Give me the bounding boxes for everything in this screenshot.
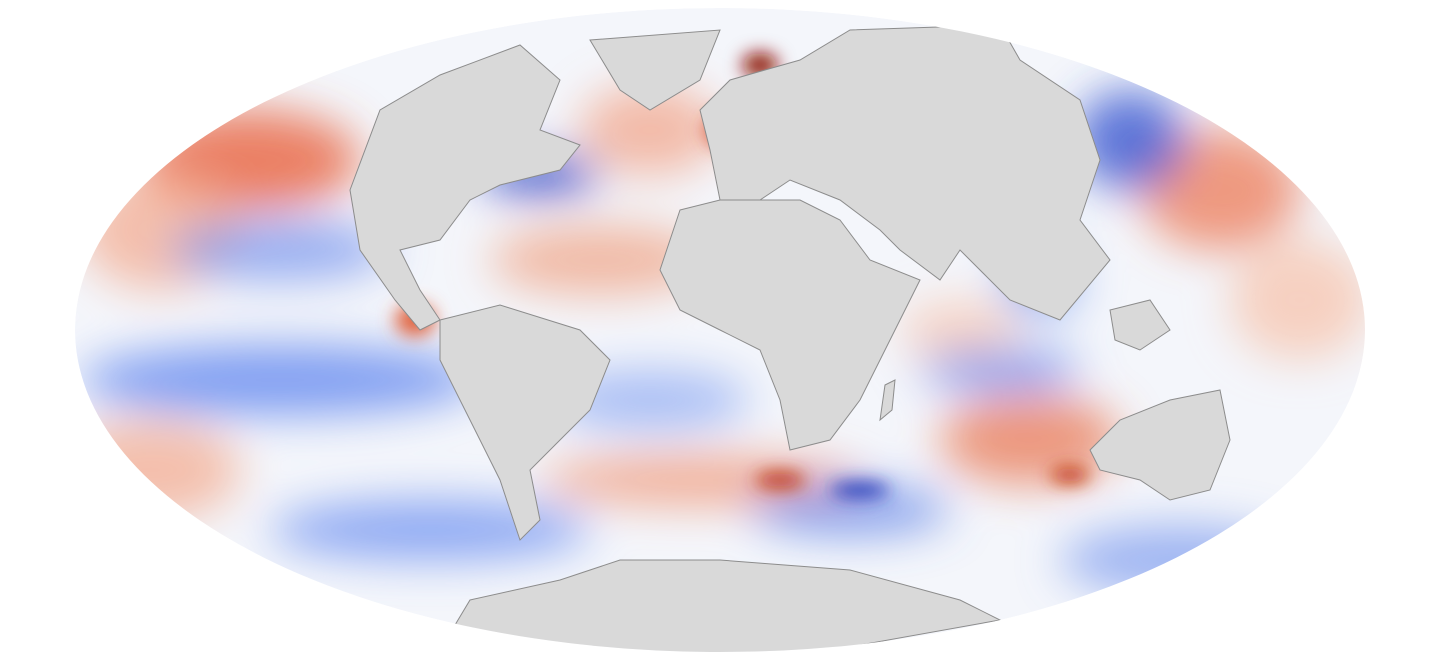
south-america xyxy=(439,304,611,541)
eurasia xyxy=(699,24,1111,321)
warm-anomaly xyxy=(755,472,805,488)
madagascar xyxy=(879,379,896,422)
ocean xyxy=(75,8,1365,652)
cool-anomaly xyxy=(1075,90,1185,190)
africa xyxy=(659,199,921,451)
warm-anomaly xyxy=(900,300,1020,360)
antarctica xyxy=(439,559,1002,652)
warm-anomaly xyxy=(940,395,1120,485)
cool-anomaly xyxy=(830,482,890,498)
cool-anomaly xyxy=(750,485,950,535)
warm-anomaly xyxy=(1230,240,1365,360)
warm-anomaly xyxy=(75,420,240,520)
greenland xyxy=(589,29,721,111)
indonesia xyxy=(1109,299,1171,351)
cool-anomaly xyxy=(80,345,480,415)
cool-anomaly xyxy=(270,500,590,560)
cool-anomaly xyxy=(1060,525,1300,595)
cool-anomaly xyxy=(920,350,1080,390)
australia xyxy=(1089,389,1231,501)
warm-anomaly xyxy=(490,225,710,295)
warm-anomaly xyxy=(580,85,720,175)
north-america xyxy=(349,44,581,331)
warm-anomaly xyxy=(1050,467,1090,483)
cool-anomaly xyxy=(170,220,390,280)
anomaly-field xyxy=(75,85,1365,595)
